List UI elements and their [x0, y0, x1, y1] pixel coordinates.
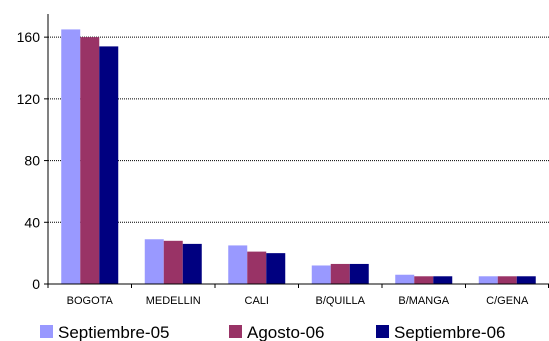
- y-tick-label: 40: [24, 214, 40, 230]
- gridlines: [48, 36, 549, 223]
- bar: [414, 276, 434, 284]
- bar: [311, 265, 331, 284]
- legend-label: Septiembre-06: [394, 323, 506, 341]
- x-category-label: CALI: [245, 295, 269, 307]
- x-category-labels: BOGOTA MEDELLIN CALI B/QUILLA B/MANGA C/GENA: [67, 295, 529, 307]
- bar: [80, 37, 100, 285]
- x-category-label: MEDELLIN: [146, 295, 201, 307]
- bar: [266, 253, 286, 284]
- x-category-label: B/QUILLA: [315, 295, 365, 307]
- y-tick-labels: 0 40 80 120 160: [17, 29, 41, 292]
- bar: [349, 263, 369, 284]
- x-category-label: B/MANGA: [398, 295, 449, 307]
- axes: [44, 14, 549, 288]
- bar: [497, 276, 517, 284]
- bars: [61, 29, 536, 285]
- legend-swatch: [376, 325, 389, 338]
- legend-swatch: [40, 325, 53, 338]
- bar: [478, 276, 498, 284]
- bar: [516, 276, 536, 284]
- legend-label: Septiembre-05: [58, 323, 170, 341]
- y-tick-label: 80: [24, 153, 40, 169]
- bar: [330, 263, 350, 284]
- x-category-label: BOGOTA: [67, 295, 114, 307]
- bar: [247, 251, 267, 284]
- y-tick-label: 0: [32, 276, 40, 292]
- bar: [433, 276, 453, 284]
- legend: Septiembre-05 Agosto-06 Septiembre-06: [40, 323, 506, 341]
- bar: [163, 240, 183, 284]
- legend-swatch: [229, 325, 242, 338]
- bar: [228, 245, 248, 284]
- bar: [395, 274, 415, 284]
- bar: [99, 46, 119, 285]
- y-tick-label: 120: [17, 91, 41, 107]
- bar: [182, 243, 202, 284]
- bar: [61, 29, 81, 284]
- legend-label: Agosto-06: [247, 323, 325, 341]
- x-category-label: C/GENA: [486, 295, 529, 307]
- bar: [144, 239, 164, 284]
- y-tick-label: 160: [17, 29, 41, 45]
